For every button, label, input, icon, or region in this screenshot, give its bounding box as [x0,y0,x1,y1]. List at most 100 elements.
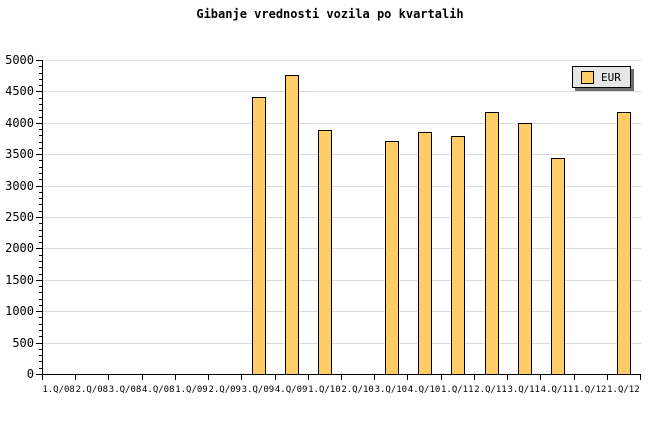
y-minor-tick [39,298,42,300]
y-minor-tick [39,166,42,168]
x-tick [607,375,608,380]
y-minor-tick [39,223,42,225]
y-tick-label-3000: 3000 [5,178,34,193]
y-minor-tick [39,141,42,143]
x-tick [142,375,143,380]
y-minor-tick [39,72,42,74]
gridline-3500 [43,154,641,156]
y-tick-label-1500: 1500 [5,272,34,287]
x-tick-label-16: 4.Q/11 [540,385,574,395]
x-tick [540,375,541,380]
y-minor-tick [39,273,42,275]
y-major-tick-1500 [36,279,42,281]
y-major-tick-4500 [36,91,42,93]
y-major-tick-0 [36,374,42,375]
x-tick-label-2: 2.Q/08 [75,385,109,395]
x-tick [407,375,408,380]
x-tick-label-15: 3.Q/11 [507,385,540,395]
x-tick [241,375,242,380]
y-minor-tick [39,323,42,325]
bar-1-q-12-17 [617,112,632,374]
x-tick-label-4: 4.Q/08 [142,385,175,395]
y-minor-tick [39,204,42,206]
y-tick-label-0: 0 [26,367,34,381]
x-tick-label-11: 3.Q/10 [374,385,408,395]
y-minor-tick [39,348,42,350]
x-tick [42,375,43,380]
x-tick-label-9: 1.Q/10 [308,385,341,395]
x-tick-label-10: 2.Q/10 [341,385,374,395]
y-minor-tick [39,229,42,231]
bar-4-q-11-15 [550,157,565,374]
y-major-tick-2000 [36,248,42,250]
y-major-tick-500 [36,342,42,344]
gridline-2500 [43,217,641,218]
x-tick [374,375,375,380]
gridline-1000 [43,311,641,313]
y-minor-tick [39,286,42,288]
y-tick-label-4000: 4000 [5,115,34,130]
legend-label: EUR [601,70,621,84]
y-tick-label-4500: 4500 [5,84,34,99]
x-tick [75,375,76,380]
y-minor-tick [39,179,42,181]
plot-area [42,60,641,375]
bar-3-q-10-10 [384,140,399,374]
y-minor-tick [39,97,42,99]
gridline-1500 [43,279,641,281]
y-minor-tick [39,173,42,175]
y-minor-tick [39,367,42,369]
gridline-500 [43,342,641,344]
y-minor-tick [39,66,42,68]
x-tick-label-18: 1.Q/12 [607,385,640,395]
x-tick [441,375,442,380]
x-tick-label-17: 1.Q/12 [573,385,607,395]
y-major-tick-3500 [36,154,42,156]
x-tick [308,375,309,380]
gridline-5000 [43,60,641,61]
legend-swatch-eur [581,70,594,84]
bar-3-q-09-6 [251,97,266,374]
y-minor-tick [39,116,42,118]
y-minor-tick [39,317,42,319]
y-major-tick-1000 [36,311,42,313]
gridline-4000 [43,122,641,124]
x-tick [474,375,475,380]
y-major-tick-3000 [36,185,42,187]
y-minor-tick [39,361,42,363]
x-tick-label-14: 2.Q/11 [474,385,507,395]
y-minor-tick [39,135,42,137]
gridline-2000 [43,248,641,250]
y-minor-tick [39,85,42,87]
y-tick-label-5000: 5000 [5,53,34,67]
y-tick-label-1000: 1000 [5,304,34,319]
x-tick-label-5: 1.Q/09 [175,385,208,395]
y-minor-tick [39,260,42,262]
y-minor-tick [39,242,42,244]
y-minor-tick [39,267,42,269]
bar-2-q-11-13 [484,111,499,374]
y-major-tick-5000 [36,60,42,61]
y-minor-tick [39,210,42,212]
bar-1-q-10-8 [318,129,333,374]
x-tick [507,375,508,380]
gridline-4500 [43,91,641,93]
y-tick-label-2000: 2000 [5,241,34,256]
y-minor-tick [39,198,42,200]
y-minor-tick [39,336,42,338]
gridline-3000 [43,185,641,187]
y-minor-tick [39,160,42,162]
y-minor-tick [39,254,42,256]
y-minor-tick [39,191,42,193]
legend: EUR [572,66,631,88]
x-tick [175,375,176,380]
y-minor-tick [39,292,42,294]
x-tick-label-3: 3.Q/08 [108,385,142,395]
y-minor-tick [39,147,42,149]
y-major-tick-2500 [36,217,42,218]
y-minor-tick [39,78,42,80]
x-tick [275,375,276,380]
bar-1-q-11-12 [451,136,466,374]
y-major-tick-4000 [36,122,42,124]
x-tick-label-12: 4.Q/10 [407,385,441,395]
